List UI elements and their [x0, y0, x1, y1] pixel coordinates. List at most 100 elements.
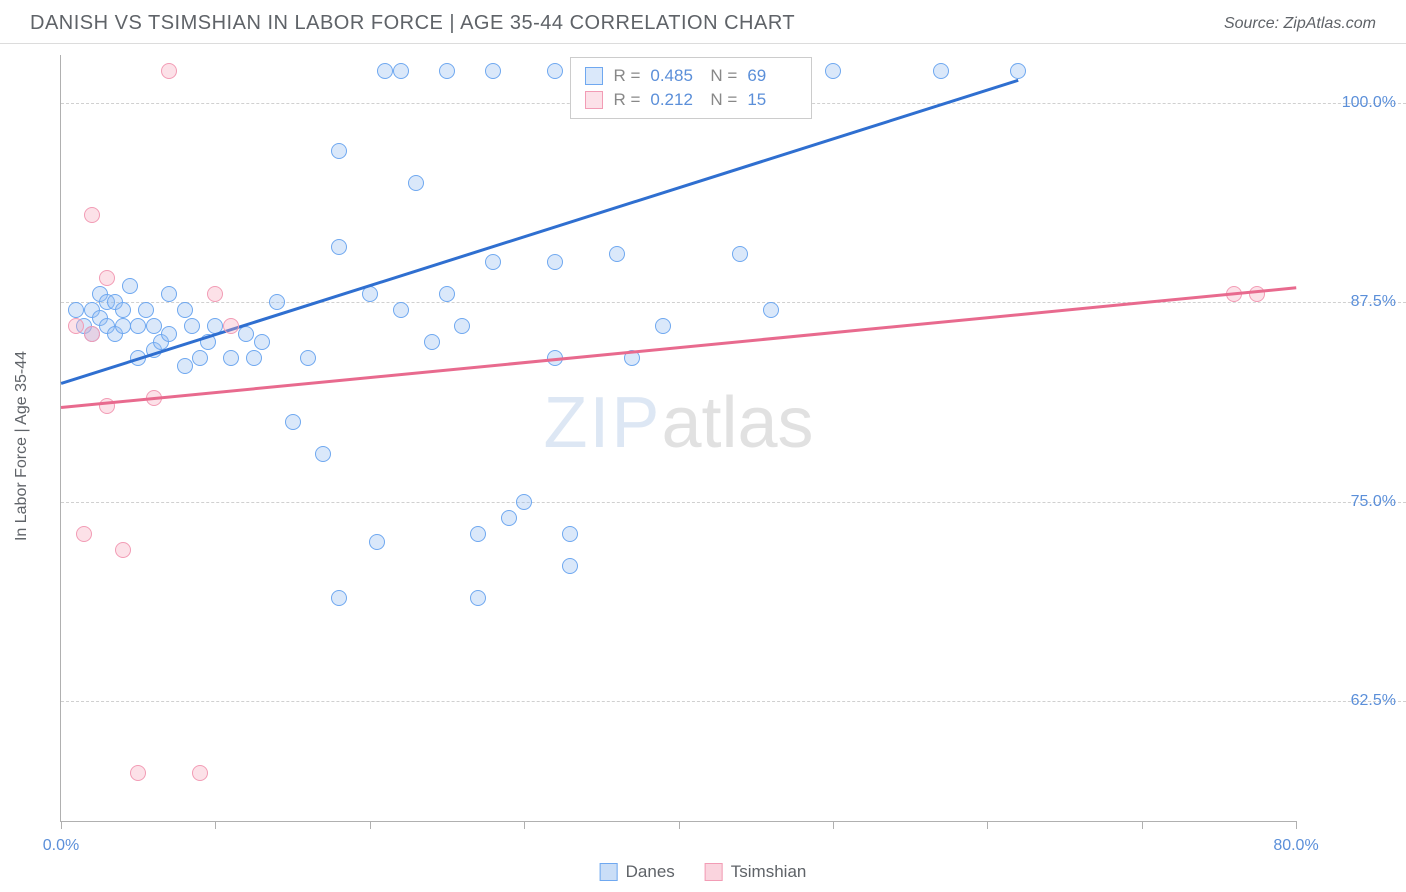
data-point: [609, 246, 625, 262]
data-point: [501, 510, 517, 526]
x-tick: [215, 821, 216, 829]
data-point: [547, 254, 563, 270]
x-tick: [1296, 821, 1297, 829]
data-point: [470, 590, 486, 606]
data-point: [207, 286, 223, 302]
data-point: [655, 318, 671, 334]
data-point: [547, 63, 563, 79]
trend-line: [61, 79, 1019, 385]
data-point: [562, 558, 578, 574]
watermark-part2: atlas: [661, 383, 813, 463]
data-point: [238, 326, 254, 342]
r-value: 0.212: [650, 90, 700, 110]
data-point: [254, 334, 270, 350]
scatter-chart: ZIPatlas 62.5%75.0%87.5%100.0%0.0%80.0%R…: [60, 55, 1296, 822]
data-point: [933, 63, 949, 79]
data-point: [454, 318, 470, 334]
data-point: [161, 326, 177, 342]
legend-swatch: [705, 863, 723, 881]
stats-row: R = 0.485 N = 69: [585, 64, 797, 88]
x-tick-label: 80.0%: [1273, 837, 1318, 855]
data-point: [130, 765, 146, 781]
data-point: [115, 302, 131, 318]
data-point: [562, 526, 578, 542]
legend-label: Danes: [626, 862, 675, 882]
data-point: [115, 318, 131, 334]
n-value: 69: [747, 66, 797, 86]
y-tick-label: 62.5%: [1306, 692, 1396, 710]
data-point: [115, 542, 131, 558]
x-tick: [524, 821, 525, 829]
data-point: [362, 286, 378, 302]
r-label: R =: [613, 66, 640, 86]
data-point: [331, 239, 347, 255]
data-point: [516, 494, 532, 510]
data-point: [177, 358, 193, 374]
data-point: [192, 765, 208, 781]
data-point: [138, 302, 154, 318]
n-label: N =: [710, 66, 737, 86]
legend-item: Danes: [600, 862, 675, 882]
chart-title: DANISH VS TSIMSHIAN IN LABOR FORCE | AGE…: [30, 12, 795, 35]
data-point: [184, 318, 200, 334]
n-value: 15: [747, 90, 797, 110]
data-point: [84, 207, 100, 223]
correlation-stats-box: R = 0.485 N = 69R = 0.212 N = 15: [570, 57, 812, 119]
x-tick: [679, 821, 680, 829]
data-point: [485, 63, 501, 79]
data-point: [393, 302, 409, 318]
gridline: [61, 701, 1406, 702]
gridline: [61, 302, 1406, 303]
x-tick: [833, 821, 834, 829]
data-point: [223, 318, 239, 334]
r-label: R =: [613, 90, 640, 110]
data-point: [161, 286, 177, 302]
x-tick: [987, 821, 988, 829]
data-point: [763, 302, 779, 318]
data-point: [246, 350, 262, 366]
data-point: [84, 326, 100, 342]
data-point: [825, 63, 841, 79]
data-point: [285, 414, 301, 430]
stats-row: R =0.212N =15: [585, 88, 797, 112]
y-tick-label: 100.0%: [1306, 94, 1396, 112]
data-point: [192, 350, 208, 366]
data-point: [331, 590, 347, 606]
data-point: [369, 534, 385, 550]
data-point: [130, 318, 146, 334]
chart-header: DANISH VS TSIMSHIAN IN LABOR FORCE | AGE…: [0, 0, 1406, 44]
legend-label: Tsimshian: [731, 862, 807, 882]
x-tick: [370, 821, 371, 829]
source-label: Source: ZipAtlas.com: [1224, 15, 1376, 33]
data-point: [122, 278, 138, 294]
gridline: [61, 502, 1406, 503]
watermark-part1: ZIP: [543, 383, 661, 463]
data-point: [485, 254, 501, 270]
data-point: [439, 63, 455, 79]
y-tick-label: 87.5%: [1306, 293, 1396, 311]
data-point: [1010, 63, 1026, 79]
series-swatch: [585, 67, 603, 85]
data-point: [76, 526, 92, 542]
trend-line: [61, 286, 1296, 408]
data-point: [68, 302, 84, 318]
data-point: [424, 334, 440, 350]
data-point: [300, 350, 316, 366]
data-point: [99, 270, 115, 286]
data-point: [331, 143, 347, 159]
data-point: [732, 246, 748, 262]
y-tick-label: 75.0%: [1306, 493, 1396, 511]
data-point: [470, 526, 486, 542]
watermark: ZIPatlas: [543, 382, 813, 464]
y-axis-label: In Labor Force | Age 35-44: [13, 351, 31, 541]
data-point: [439, 286, 455, 302]
data-point: [408, 175, 424, 191]
r-value: 0.485: [650, 66, 700, 86]
data-point: [146, 318, 162, 334]
data-point: [161, 63, 177, 79]
legend-item: Tsimshian: [705, 862, 807, 882]
x-tick: [61, 821, 62, 829]
data-point: [377, 63, 393, 79]
data-point: [223, 350, 239, 366]
data-point: [269, 294, 285, 310]
